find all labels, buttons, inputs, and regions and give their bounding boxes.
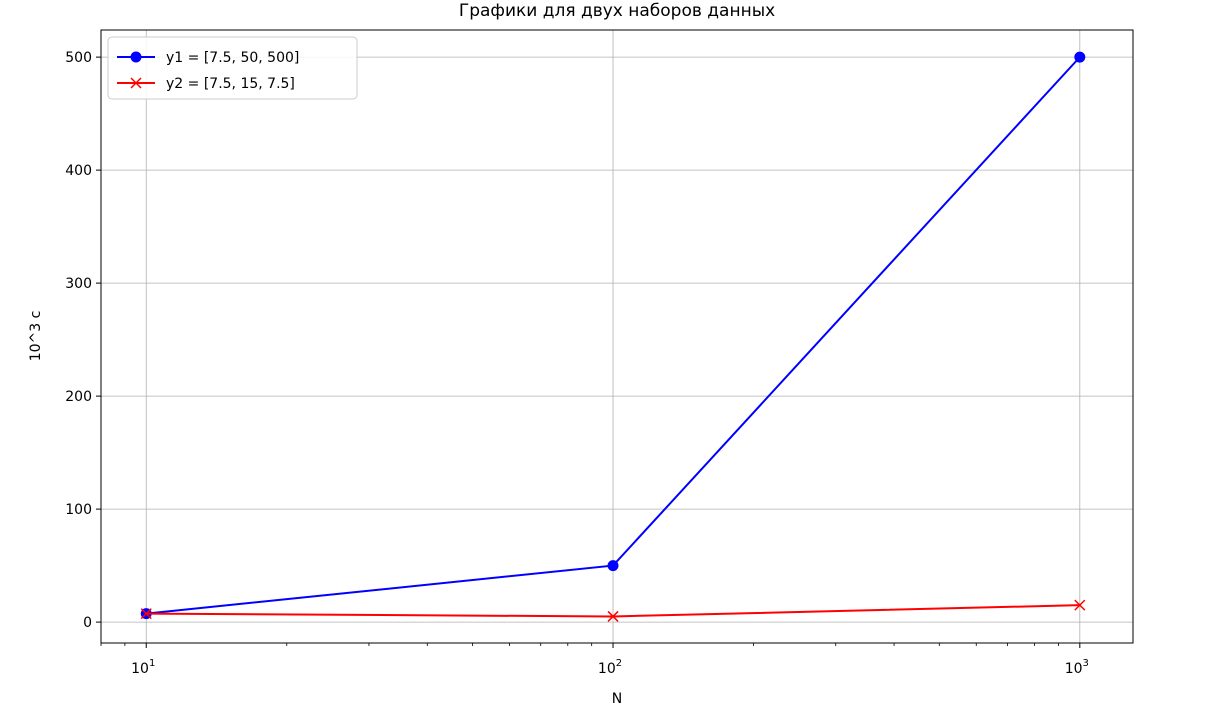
legend-label: y1 = [7.5, 50, 500] — [166, 50, 299, 66]
data-point — [140, 608, 152, 620]
series-layer — [140, 51, 1086, 622]
legend-marker — [130, 51, 142, 63]
y-tick-label: 400 — [65, 163, 92, 179]
y-tick-label: 300 — [65, 276, 92, 292]
data-point — [1074, 51, 1086, 63]
legend-item: y1 = [7.5, 50, 500] — [117, 50, 299, 66]
y-tick-label: 100 — [65, 502, 92, 518]
legend-box — [107, 36, 358, 100]
grid — [101, 30, 1133, 643]
y-tick-label: 500 — [65, 50, 92, 66]
axis-ticks: 101 102 103 0 100 200 300 400 500 — [65, 50, 1089, 677]
data-point — [607, 610, 619, 622]
x-tick-label: 103 — [1065, 658, 1089, 677]
x-tick-label: 102 — [598, 658, 622, 677]
data-point — [1074, 599, 1086, 611]
legend: y1 = [7.5, 50, 500] y2 = [7.5, 15, 7.5] — [107, 36, 358, 100]
x-tick-label: 101 — [131, 658, 155, 677]
data-point — [607, 560, 619, 572]
plot-frame — [100, 29, 1134, 644]
y-tick-label: 0 — [83, 615, 92, 631]
chart-title: Графики для двух наборов данных — [459, 1, 775, 21]
legend-label: y2 = [7.5, 15, 7.5] — [166, 76, 295, 92]
x-axis-label: N — [612, 691, 622, 707]
y-tick-label: 200 — [65, 389, 92, 405]
legend-item: y2 = [7.5, 15, 7.5] — [117, 76, 295, 92]
legend-marker — [130, 77, 142, 89]
y-axis-label: 10^3 с — [28, 311, 44, 362]
